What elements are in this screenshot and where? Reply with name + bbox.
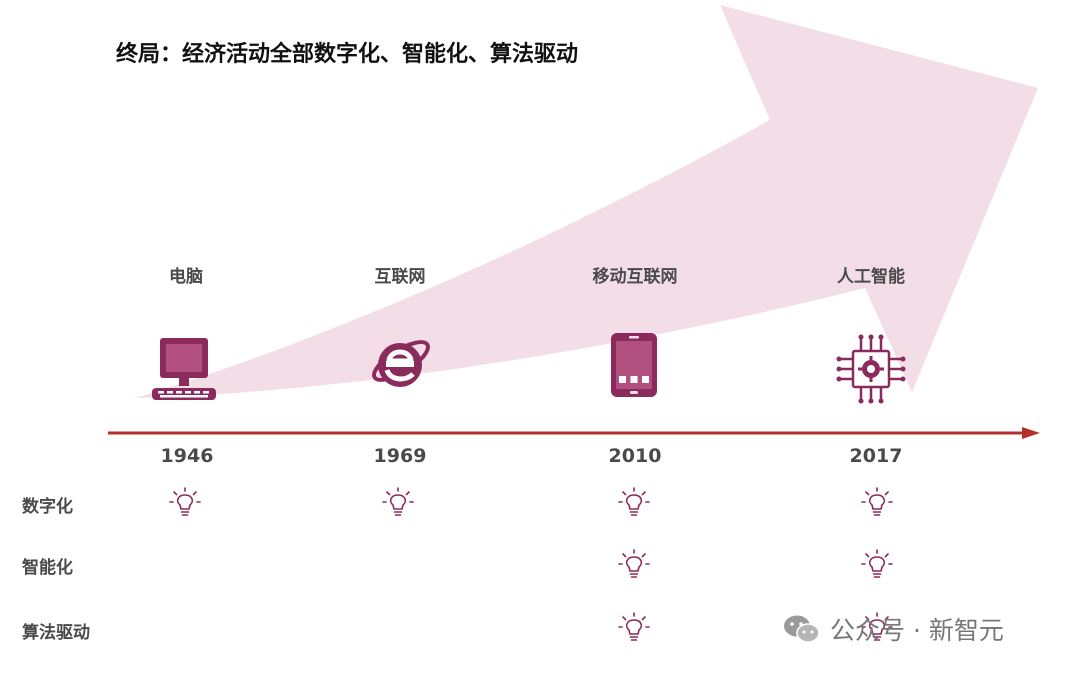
lightbulb-icon [618, 487, 650, 516]
lightbulb-icon [169, 487, 201, 516]
wechat-icon [784, 615, 820, 643]
year-label-2017: 2017 [849, 445, 903, 467]
year-label-1969: 1969 [373, 445, 427, 467]
lightbulb-icon [618, 549, 650, 578]
year-label-2010: 2010 [608, 445, 662, 467]
timeline-axis [108, 427, 1040, 439]
smartphone-icon [611, 333, 657, 397]
year-label-1946: 1946 [160, 445, 214, 467]
era-label-mobile-internet: 移动互联网 [592, 267, 678, 287]
era-label-computer: 电脑 [169, 267, 203, 287]
lightbulb-icon [861, 612, 893, 641]
era-label-internet: 互联网 [374, 267, 426, 287]
lightbulb-icon [861, 549, 893, 578]
lightbulb-icon [618, 612, 650, 641]
page-title: 终局：经济活动全部数字化、智能化、算法驱动 [116, 42, 579, 67]
internet-explorer-icon [372, 340, 430, 387]
row-label-algorithm-driven: 算法驱动 [22, 623, 90, 643]
watermark-text: 公众号 · 新智元 [830, 616, 1004, 645]
lightbulb-icon [861, 487, 893, 516]
ai-chip-icon [836, 334, 906, 404]
lightbulb-icon [382, 487, 414, 516]
row-label-digitization: 数字化 [22, 497, 73, 517]
desktop-computer-icon [152, 338, 216, 400]
era-label-ai: 人工智能 [837, 267, 905, 287]
row-label-intelligence: 智能化 [22, 558, 73, 578]
